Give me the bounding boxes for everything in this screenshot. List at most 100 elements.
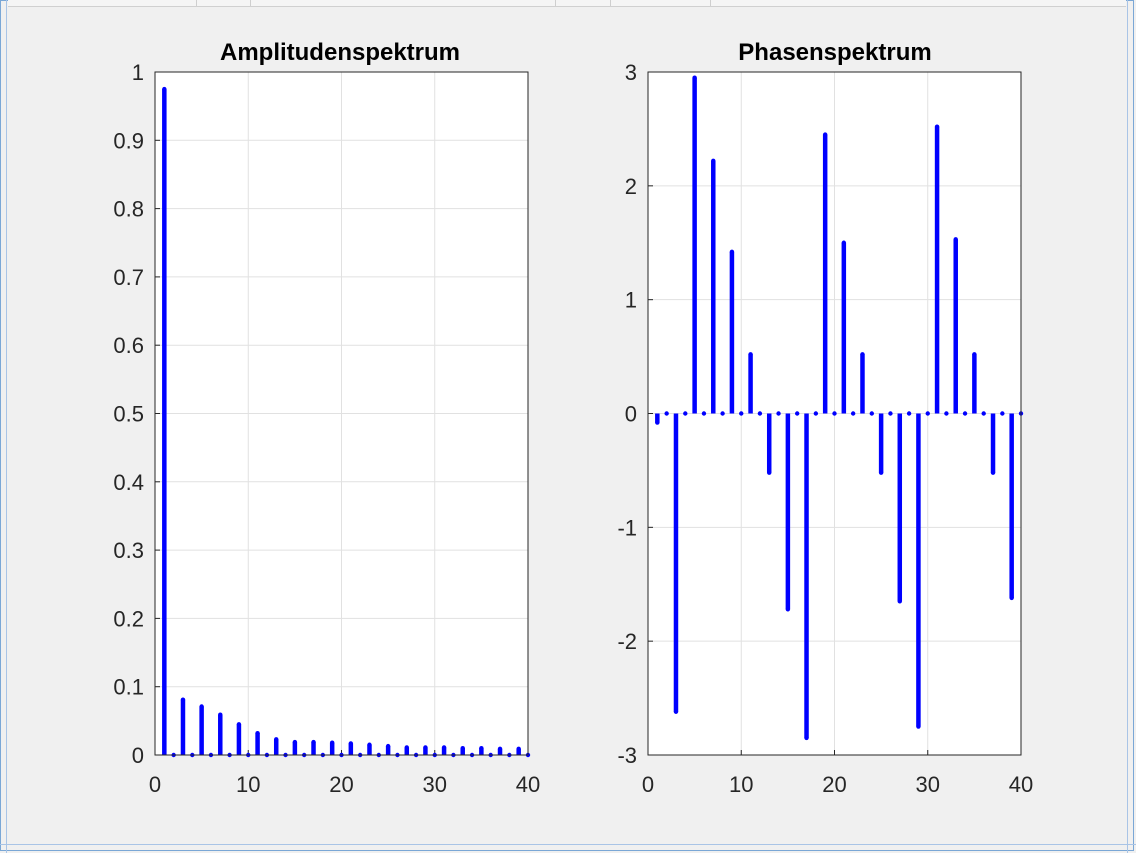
phase-x-tick-label: 40	[1009, 772, 1033, 797]
amplitude-stem-marker	[460, 745, 465, 751]
phase-stem-marker	[711, 158, 716, 163]
amplitude-x-tick-label: 30	[423, 772, 447, 797]
phase-stem-marker	[841, 240, 847, 245]
amplitude-x-tick-label: 10	[236, 772, 260, 797]
phase-x-tick-label: 20	[822, 772, 846, 797]
phase-stem-marker	[776, 411, 781, 416]
phase-stem-marker	[850, 411, 856, 416]
amplitude-y-tick-label: 0	[132, 743, 144, 768]
phase-stem-marker	[990, 470, 996, 475]
phase-title: Phasenspektrum	[738, 39, 931, 66]
amplitude-stem-marker	[385, 743, 391, 749]
phase-stem-marker	[655, 420, 660, 425]
amplitude-x-tick-label: 40	[516, 772, 540, 797]
phase-stem-marker	[888, 411, 893, 416]
amplitude-stem-marker	[199, 704, 204, 709]
amplitude-stem-marker	[404, 745, 409, 750]
amplitude-stem-marker	[348, 741, 354, 746]
phase-stem-marker	[813, 411, 819, 416]
phase-y-tick-label: 2	[625, 174, 637, 199]
phase-x-tick-label: 30	[916, 772, 940, 797]
phase-stem-marker	[683, 411, 688, 416]
phase-stem-marker	[925, 411, 930, 416]
phase-stem-marker	[692, 75, 697, 80]
phase-stem-marker	[860, 352, 865, 357]
amplitude-stem-marker	[292, 739, 298, 745]
amplitude-stem-marker	[180, 697, 186, 702]
phase-y-tick-label: -1	[617, 515, 637, 540]
phase-stem-marker	[981, 411, 986, 416]
phase-stem-marker	[1000, 411, 1005, 416]
phase-stem-marker	[906, 411, 912, 416]
amplitude-y-tick-label: 0.7	[113, 265, 144, 290]
phase-stem-marker	[729, 249, 735, 255]
amplitude-stem-marker	[479, 745, 484, 751]
amplitude-stem-marker	[236, 722, 242, 727]
phase-stem-marker	[748, 352, 753, 357]
phase-stem-marker	[953, 237, 958, 242]
phase-stem-marker	[785, 607, 791, 612]
phase-stem-marker	[878, 470, 884, 475]
phase-y-tick-label: 0	[625, 402, 637, 427]
amplitude-y-tick-label: 0.1	[113, 675, 144, 700]
phase-stem-marker	[757, 411, 763, 416]
phase-y-tick-label: 3	[625, 60, 637, 85]
amplitude-y-tick-label: 1	[132, 60, 144, 85]
phase-stem-marker	[767, 470, 772, 475]
window-border-left	[6, 0, 7, 853]
toolbar-separator	[555, 0, 556, 6]
amplitude-y-tick-label: 0.4	[113, 470, 144, 495]
phase-stem-marker	[739, 411, 744, 416]
amplitude-y-tick-label: 0.5	[113, 402, 144, 427]
amplitude-stem-marker	[441, 745, 447, 750]
amplitude-stem-marker	[423, 745, 428, 750]
phase-stem-marker	[869, 411, 874, 416]
amplitude-x-tick-label: 20	[329, 772, 353, 797]
amplitude-y-tick-label: 0.3	[113, 538, 144, 563]
phase-stem-marker	[795, 411, 800, 416]
phase-stem-marker	[962, 411, 968, 416]
phase-stem-marker	[972, 352, 977, 357]
phase-stem-marker	[1009, 595, 1014, 601]
amplitude-stem-marker	[162, 86, 167, 92]
amplitude-stem-marker	[329, 740, 335, 745]
amplitude-stem-marker	[311, 739, 316, 745]
amplitude-y-tick-label: 0.8	[113, 197, 144, 222]
phase-x-tick-label: 10	[729, 772, 753, 797]
amplitude-stem-marker	[497, 746, 503, 752]
amplitude-stem-marker	[367, 742, 372, 747]
phase-stem-marker	[673, 709, 679, 714]
phase-stem-marker	[897, 599, 902, 604]
amplitude-y-tick-label: 0.9	[113, 128, 144, 153]
phase-stem-marker	[664, 411, 669, 416]
phase-stem-marker	[944, 411, 949, 416]
amplitude-spectrum-axes[interactable]: Amplitudenspektrum 0 10 20 30 40 0 0.1 0.2 0.3 0.…	[113, 39, 540, 797]
amplitude-stem-marker	[218, 712, 223, 717]
toolbar-separator	[610, 0, 611, 6]
phase-y-tick-label: -3	[617, 743, 637, 768]
phase-stem-marker	[701, 411, 707, 416]
amplitude-axes-box	[154, 71, 529, 756]
phase-y-tick-label: 1	[625, 288, 637, 313]
amplitude-stem-marker	[274, 737, 279, 742]
toolbar-separator	[250, 0, 251, 6]
phase-stem-marker	[822, 132, 828, 137]
phase-stem-marker	[916, 724, 921, 729]
phase-axes-box	[647, 71, 1022, 756]
amplitude-y-tick-label: 0.2	[113, 606, 144, 631]
amplitude-title: Amplitudenspektrum	[220, 39, 460, 66]
toolbar-separator	[196, 0, 197, 6]
phase-stem-marker	[804, 735, 809, 741]
toolbar-separator	[710, 0, 711, 6]
window-border-right	[1127, 0, 1128, 853]
phase-y-tick-label: -2	[617, 629, 637, 654]
amplitude-x-tick-label: 0	[149, 772, 161, 797]
amplitude-stem-marker	[255, 730, 260, 736]
amplitude-stem-marker	[516, 746, 521, 752]
phase-stem-marker	[832, 411, 837, 416]
amplitude-y-tick-label: 0.6	[113, 333, 144, 358]
phase-spectrum-axes[interactable]: Phasenspektrum 0 10 20 30 40 -3 -2 -1 0 1 2 3	[617, 39, 1033, 797]
phase-x-tick-label: 0	[642, 772, 654, 797]
figure-toolbar	[8, 0, 1126, 7]
